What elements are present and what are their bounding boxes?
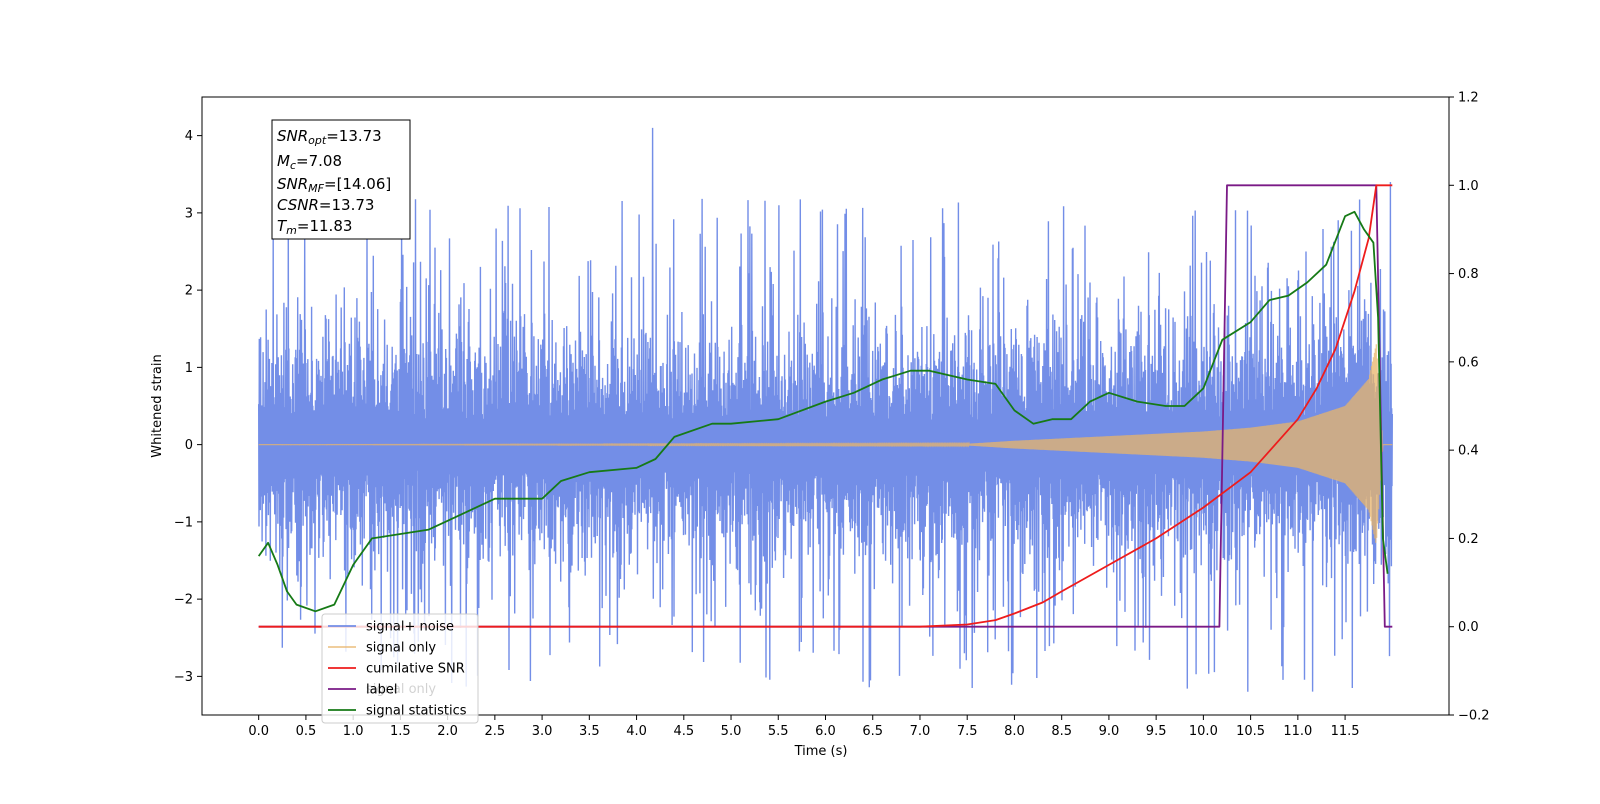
x-tick-label: 4.0 <box>626 724 647 739</box>
y-right-tick-label: 0.0 <box>1458 620 1479 635</box>
x-tick-label: 1.5 <box>390 724 411 739</box>
series-cumulative-snr <box>258 184 1393 628</box>
stats-box: SNRopt=13.73 Mc=7.08 SNRMF=[14.06]CSNR=13.… <box>271 119 411 240</box>
y-right-tick-label: 1.2 <box>1458 91 1479 106</box>
x-tick-label: 5.5 <box>768 724 789 739</box>
legend-entry: signal statistics <box>366 704 467 719</box>
legend-entry: label <box>366 683 397 698</box>
y-axis-left: −3 −2 −1 0 1 2 3 4 <box>174 129 202 685</box>
legend-entry: cumilative SNR <box>366 662 465 677</box>
y-axis-label: Whitened strain <box>150 354 165 457</box>
y-left-tick-label: −2 <box>174 593 193 608</box>
stats-box-line: Mc=7.08 <box>277 152 342 172</box>
legend-ghost-text: signal only <box>366 682 436 697</box>
x-axis: 0.0 0.5 1.0 1.5 2.0 2.5 3.0 3.5 4.0 4.5 5.0 5.5 6.0 6… <box>248 715 1360 739</box>
x-tick-label: 9.0 <box>1099 724 1120 739</box>
y-right-tick-label: 1.0 <box>1458 179 1479 194</box>
y-left-tick-label: 3 <box>185 206 193 221</box>
series-signal-only <box>258 344 1393 543</box>
x-tick-label: 7.0 <box>910 724 931 739</box>
series-signal-statistics <box>257 210 1389 613</box>
x-tick-label: 6.5 <box>862 724 883 739</box>
x-tick-label: 3.5 <box>579 724 600 739</box>
y-right-tick-label: 0.6 <box>1458 355 1479 370</box>
legend-frame <box>321 613 479 724</box>
stats-box-frame <box>271 119 411 240</box>
x-tick-label: 0.5 <box>296 724 317 739</box>
x-tick-label: 7.5 <box>957 724 978 739</box>
stats-box-line: SNRMF=[14.06] <box>277 175 391 195</box>
x-tick-label: 6.0 <box>815 724 836 739</box>
x-tick-label: 2.5 <box>485 724 506 739</box>
x-tick-label: 2.0 <box>437 724 458 739</box>
y-left-tick-label: 2 <box>185 284 193 299</box>
x-tick-label: 3.0 <box>532 724 553 739</box>
stats-box-line: Tm=11.83 <box>277 217 352 237</box>
x-tick-label: 9.5 <box>1146 724 1167 739</box>
y-right-tick-label: 0.8 <box>1458 267 1479 282</box>
x-tick-label: 1.0 <box>343 724 364 739</box>
x-tick-label: 5.0 <box>721 724 742 739</box>
x-axis-label: Time (s) <box>794 744 848 759</box>
y-right-tick-label: 0.2 <box>1458 532 1479 547</box>
legend-entry: signal only <box>366 641 436 656</box>
stats-box-line: SNRopt=13.73 <box>277 127 382 147</box>
y-left-tick-label: 0 <box>185 438 193 453</box>
y-left-tick-label: 1 <box>185 361 193 376</box>
y-axis-right: −0.2 0.0 0.2 0.4 0.6 0.8 1.0 1.2 <box>1449 91 1490 724</box>
x-tick-label: 10.5 <box>1236 724 1265 739</box>
x-tick-label: 10.0 <box>1189 724 1218 739</box>
x-tick-label: 0.0 <box>248 724 269 739</box>
x-tick-label: 8.0 <box>1004 724 1025 739</box>
legend-entry: signal+ noise <box>366 620 454 635</box>
y-left-tick-label: −3 <box>174 670 193 685</box>
x-tick-label: 11.5 <box>1331 724 1360 739</box>
legend: signal only signal+ noise signal only cumil… <box>321 613 479 724</box>
y-right-tick-label: 0.4 <box>1458 444 1479 459</box>
x-tick-label: 4.5 <box>673 724 694 739</box>
y-right-tick-label: −0.2 <box>1458 709 1490 724</box>
stats-box-line: CSNR=13.73 <box>277 196 374 214</box>
series-label <box>258 184 1393 628</box>
y-left-tick-label: −1 <box>174 515 193 530</box>
x-tick-label: 8.5 <box>1051 724 1072 739</box>
x-tick-label: 11.0 <box>1283 724 1312 739</box>
y-left-tick-label: 4 <box>185 129 193 144</box>
series-layer <box>257 127 1393 692</box>
